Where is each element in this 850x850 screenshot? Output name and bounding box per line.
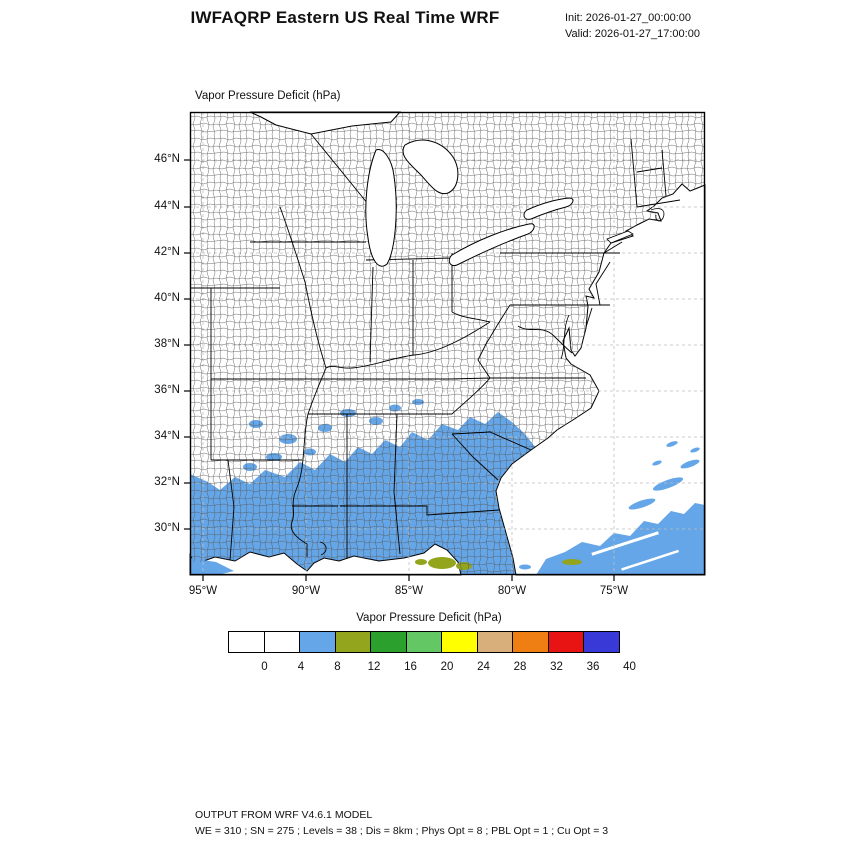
lake-pontchartrain xyxy=(319,541,327,556)
colorbar-tick-label: 36 xyxy=(586,661,600,673)
map-area xyxy=(184,111,706,581)
lat-tick-label: 40°N xyxy=(154,292,180,304)
map-frame xyxy=(189,111,706,576)
colorbar-tick-label: 12 xyxy=(367,661,381,673)
footer: OUTPUT FROM WRF V4.6.1 MODEL WE = 310 ; … xyxy=(195,808,608,840)
cape-cod xyxy=(650,208,665,222)
lon-tick-label: 80°W xyxy=(497,585,527,597)
colorbar-box xyxy=(476,631,513,653)
colorbar-tick-label: 4 xyxy=(297,661,305,673)
colorbar-tick-label: 8 xyxy=(334,661,341,673)
footer-config-line: WE = 310 ; SN = 275 ; Levels = 38 ; Dis … xyxy=(195,824,609,837)
lat-tick-label: 38°N xyxy=(154,338,180,350)
colorbar-tick-label: 32 xyxy=(550,661,563,673)
colorbar-tick-label: 24 xyxy=(477,661,490,673)
chesapeake-bay xyxy=(560,314,570,360)
colorbar-tick-label: 0 xyxy=(261,661,268,673)
colorbar-box xyxy=(334,631,371,653)
axis-tick-marks xyxy=(184,159,615,581)
footer-model-line: OUTPUT FROM WRF V4.6.1 MODEL xyxy=(195,809,373,821)
lat-tick-label: 32°N xyxy=(154,476,180,488)
colorbar-box xyxy=(228,631,265,653)
colorbar-box xyxy=(583,631,620,653)
init-time-label: Init: 2026-01-27_00:00:00 xyxy=(565,12,691,24)
lat-tick-label: 46°N xyxy=(154,153,180,165)
colorbar-box xyxy=(370,631,407,653)
colorbar-title: Vapor Pressure Deficit (hPa) xyxy=(356,612,502,624)
valid-time-label: Valid: 2026-01-27_17:00:00 xyxy=(565,27,700,40)
colorbar-tick-label: 40 xyxy=(623,661,636,673)
lon-tick-label: 95°W xyxy=(188,585,218,597)
colorbar-box xyxy=(263,631,300,653)
colorbar-tick-label: 20 xyxy=(440,661,454,673)
colorbar-box xyxy=(512,631,549,653)
colorbar-tick-label: 16 xyxy=(404,661,417,673)
colorbar-box xyxy=(547,631,584,653)
colorbar-tick-label: 28 xyxy=(513,661,527,673)
lat-tick-label: 44°N xyxy=(154,200,180,212)
init-valid-block: Init: 2026-01-27_00:00:00 Valid: 2026-01… xyxy=(565,11,700,43)
colorbar-box xyxy=(441,631,478,653)
lat-tick-label: 42°N xyxy=(154,246,180,258)
lon-tick-label: 85°W xyxy=(394,585,424,597)
coastal-details xyxy=(319,208,665,556)
colorbar-box xyxy=(405,631,442,653)
field-title: Vapor Pressure Deficit (hPa) xyxy=(195,90,341,102)
long-island xyxy=(606,230,634,244)
lake-michigan xyxy=(365,149,397,267)
lat-tick-label: 36°N xyxy=(154,384,180,396)
map-plot xyxy=(184,111,706,581)
colorbar-labels: 0 4 8 12 16 20 24 28 32 36 40 xyxy=(228,661,636,677)
colorbar-boxes xyxy=(228,631,620,653)
lon-tick-label: 90°W xyxy=(291,585,321,597)
colorbar-box xyxy=(299,631,336,653)
lon-tick-label: 75°W xyxy=(599,585,629,597)
lat-tick-label: 30°N xyxy=(154,522,180,534)
state-borders xyxy=(190,133,681,561)
lat-tick-label: 34°N xyxy=(154,430,180,442)
plot-title: IWFAQRP Eastern US Real Time WRF xyxy=(190,8,500,27)
